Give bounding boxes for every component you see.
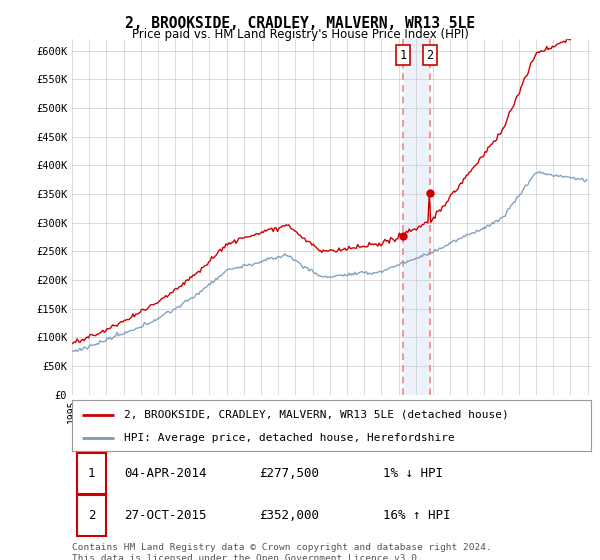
Text: 2: 2 xyxy=(88,508,95,522)
Text: 27-OCT-2015: 27-OCT-2015 xyxy=(124,508,206,522)
Text: 1% ↓ HPI: 1% ↓ HPI xyxy=(383,467,443,480)
FancyBboxPatch shape xyxy=(77,495,106,535)
Text: Contains HM Land Registry data © Crown copyright and database right 2024.
This d: Contains HM Land Registry data © Crown c… xyxy=(72,543,492,560)
Text: £352,000: £352,000 xyxy=(259,508,319,522)
Text: 2: 2 xyxy=(427,49,434,62)
Text: Price paid vs. HM Land Registry's House Price Index (HPI): Price paid vs. HM Land Registry's House … xyxy=(131,28,469,41)
Text: 1: 1 xyxy=(88,467,95,480)
Text: 2, BROOKSIDE, CRADLEY, MALVERN, WR13 5LE (detached house): 2, BROOKSIDE, CRADLEY, MALVERN, WR13 5LE… xyxy=(124,409,509,419)
Text: 16% ↑ HPI: 16% ↑ HPI xyxy=(383,508,451,522)
Text: £277,500: £277,500 xyxy=(259,467,319,480)
FancyBboxPatch shape xyxy=(77,453,106,494)
Text: 04-APR-2014: 04-APR-2014 xyxy=(124,467,206,480)
Text: 2, BROOKSIDE, CRADLEY, MALVERN, WR13 5LE: 2, BROOKSIDE, CRADLEY, MALVERN, WR13 5LE xyxy=(125,16,475,31)
Bar xyxy=(403,39,430,395)
Text: HPI: Average price, detached house, Herefordshire: HPI: Average price, detached house, Here… xyxy=(124,433,455,443)
Text: 1: 1 xyxy=(399,49,406,62)
